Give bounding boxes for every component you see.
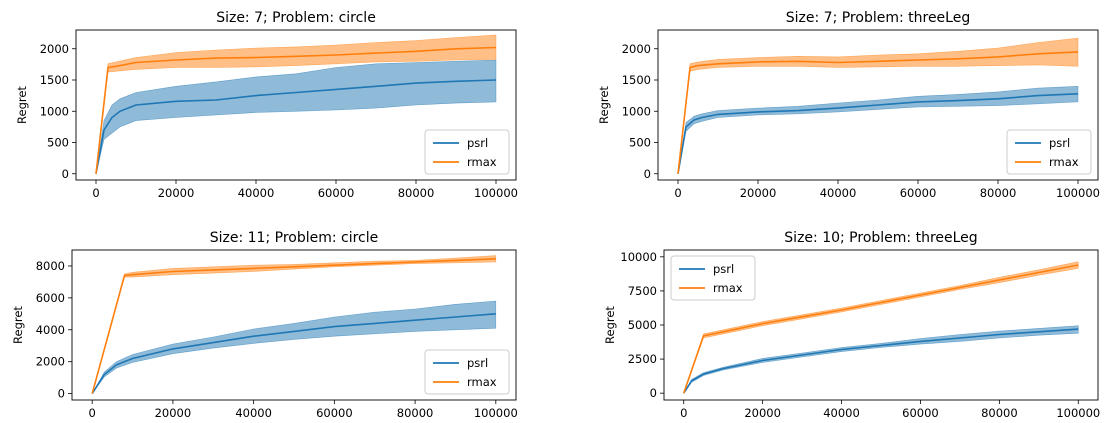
x-tick-label: 60000 xyxy=(318,186,355,200)
x-tick-label: 60000 xyxy=(316,406,353,420)
x-tick-label: 20000 xyxy=(744,406,781,420)
legend-label-psrl: psrl xyxy=(713,262,734,276)
x-tick-label: 20000 xyxy=(740,186,777,200)
legend-label-psrl: psrl xyxy=(467,136,488,150)
x-tick-label: 80000 xyxy=(397,406,434,420)
y-tick-label: 2000 xyxy=(40,42,69,56)
legend-label-psrl: psrl xyxy=(1049,136,1070,150)
x-tick-label: 100000 xyxy=(474,186,518,200)
x-tick-label: 40000 xyxy=(820,186,857,200)
x-tick-label: 0 xyxy=(92,186,99,200)
y-tick-label: 500 xyxy=(47,136,69,150)
y-tick-label: 4000 xyxy=(36,323,65,337)
y-tick-label: 6000 xyxy=(36,291,65,305)
x-tick-label: 100000 xyxy=(1056,186,1100,200)
series-line-rmax xyxy=(91,258,496,394)
x-tick-label: 40000 xyxy=(238,186,275,200)
legend-box xyxy=(670,255,756,301)
chart-title: Size: 11; Problem: circle xyxy=(210,230,379,246)
x-tick-label: 60000 xyxy=(900,186,937,200)
y-axis-label: Regret xyxy=(603,306,617,344)
legend: psrl rmax xyxy=(670,255,756,301)
plot-area xyxy=(95,34,497,174)
chart-title: Size: 7; Problem: circle xyxy=(216,10,376,26)
axes-frame xyxy=(71,249,517,401)
legend: psrl rmax xyxy=(1006,129,1092,175)
series-line-psrl xyxy=(683,328,1079,394)
axes-frame xyxy=(657,29,1099,181)
y-axis-label: Regret xyxy=(11,306,25,344)
confidence-band-psrl xyxy=(683,325,1079,394)
y-tick-label: 0 xyxy=(650,386,657,400)
chart-title: Size: 7; Problem: threeLeg xyxy=(786,10,970,26)
y-tick-label: 1500 xyxy=(622,73,651,87)
legend-box xyxy=(1006,129,1092,175)
x-tick-label: 0 xyxy=(89,406,96,420)
series-line-psrl xyxy=(677,93,1079,174)
series-line-psrl xyxy=(95,79,497,174)
y-tick-label: 2500 xyxy=(628,352,657,366)
x-tick-label: 100000 xyxy=(474,406,518,420)
x-tick-label: 40000 xyxy=(235,406,272,420)
x-tick-label: 80000 xyxy=(980,186,1017,200)
y-tick-label: 1500 xyxy=(40,73,69,87)
x-tick-label: 0 xyxy=(680,406,687,420)
x-tick-label: 60000 xyxy=(902,406,939,420)
legend: psrl rmax xyxy=(424,129,510,175)
y-tick-label: 0 xyxy=(62,167,69,181)
y-axis-label: Regret xyxy=(15,86,29,124)
legend-label-rmax: rmax xyxy=(1049,155,1079,169)
series-line-psrl xyxy=(91,313,496,395)
x-tick-label: 80000 xyxy=(398,186,435,200)
y-tick-label: 1000 xyxy=(622,104,651,118)
x-tick-label: 20000 xyxy=(155,406,192,420)
x-tick-label: 0 xyxy=(674,186,681,200)
y-axis-label: Regret xyxy=(597,86,611,124)
x-tick-label: 100000 xyxy=(1056,406,1100,420)
y-tick-label: 500 xyxy=(629,136,651,150)
legend-box xyxy=(424,349,510,395)
y-tick-label: 0 xyxy=(58,387,65,401)
y-tick-label: 7500 xyxy=(628,284,657,298)
x-tick-label: 40000 xyxy=(823,406,860,420)
legend-label-rmax: rmax xyxy=(467,375,497,389)
legend-label-rmax: rmax xyxy=(713,281,743,295)
series-line-rmax xyxy=(95,46,497,174)
confidence-band-psrl xyxy=(95,59,497,174)
plot-area xyxy=(682,261,1079,394)
series-line-rmax xyxy=(682,264,1079,394)
plot-area xyxy=(91,255,497,395)
y-tick-label: 5000 xyxy=(628,318,657,332)
y-tick-label: 1000 xyxy=(40,104,69,118)
legend-box xyxy=(424,129,510,175)
y-tick-label: 2000 xyxy=(622,42,651,56)
axes-frame xyxy=(75,29,517,181)
y-tick-label: 8000 xyxy=(36,259,65,273)
subplot-4: Size: 10; Problem: threeLeg Regret 0 20000 4… xyxy=(603,230,1100,420)
y-tick-label: 0 xyxy=(644,167,651,181)
confidence-band-psrl xyxy=(91,300,497,394)
series-line-rmax xyxy=(677,51,1079,174)
legend-label-rmax: rmax xyxy=(467,155,497,169)
legend-label-psrl: psrl xyxy=(467,356,488,370)
legend: psrl rmax xyxy=(424,349,510,395)
chart-title: Size: 10; Problem: threeLeg xyxy=(784,230,977,246)
x-tick-label: 20000 xyxy=(158,186,195,200)
y-tick-label: 10000 xyxy=(620,250,657,264)
y-tick-label: 2000 xyxy=(36,355,65,369)
plot-area xyxy=(677,37,1079,174)
x-tick-label: 80000 xyxy=(981,406,1018,420)
